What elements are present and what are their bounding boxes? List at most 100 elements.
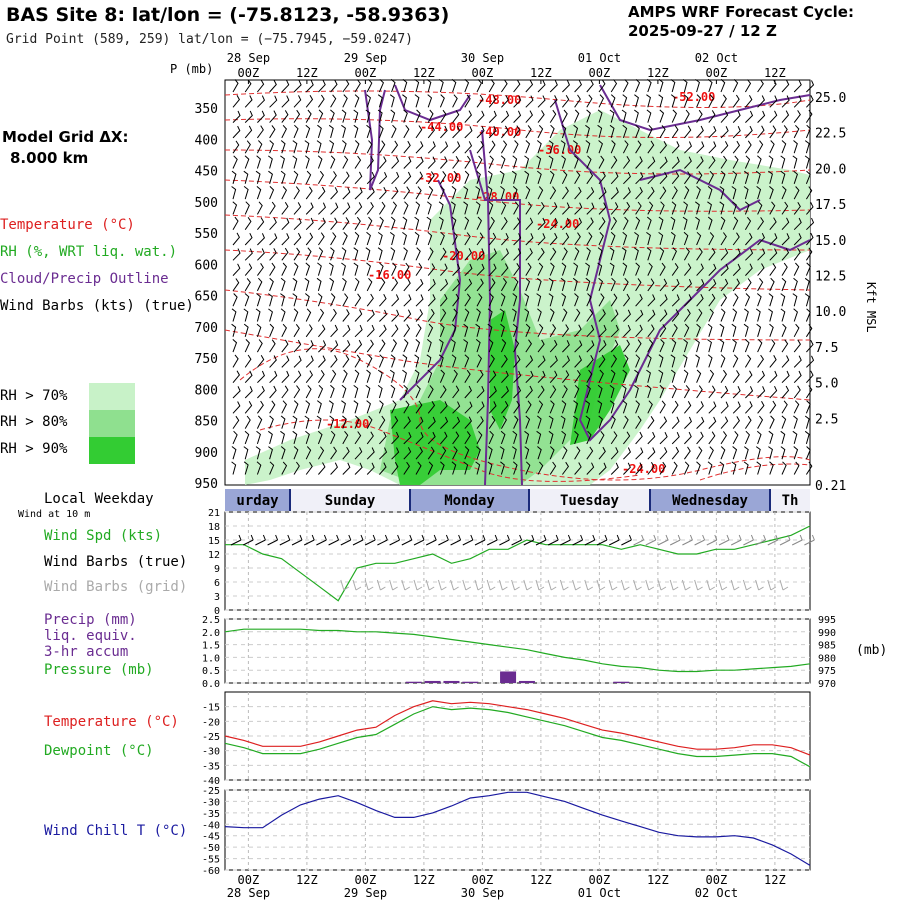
wind-barb — [549, 202, 558, 215]
wind-barb — [745, 386, 754, 399]
grid-wind-barb — [559, 579, 569, 591]
wind-barb — [793, 461, 800, 475]
wind-barb — [805, 385, 813, 399]
wind-barb — [562, 355, 570, 368]
wind-barb — [732, 140, 741, 154]
model-grid-label: Model Grid ΔX: — [2, 128, 129, 146]
wind-barb — [354, 339, 363, 353]
temperature-contour — [224, 118, 811, 138]
wind-barb — [257, 110, 265, 123]
wind-barb — [280, 140, 286, 154]
wind-barb — [488, 339, 494, 353]
wind-barb — [281, 110, 289, 123]
wind-barb — [610, 171, 619, 185]
wind-barb — [524, 155, 530, 169]
wind-barb — [317, 124, 322, 139]
wind-spd-label: Wind Spd (kts) — [44, 528, 163, 544]
wind-barb — [389, 369, 395, 383]
wind-barb — [720, 94, 727, 108]
wind-barb — [414, 94, 420, 108]
wind-barb — [586, 79, 594, 93]
wind-barb — [757, 386, 766, 399]
wind-barb — [732, 94, 740, 108]
wind-barb — [427, 323, 434, 338]
wind-barb — [732, 248, 741, 261]
wind-barb — [330, 446, 338, 460]
wind-barb — [292, 140, 298, 154]
wind-barb — [793, 400, 800, 414]
grid-wind-barb — [755, 579, 764, 591]
wind-barb — [305, 461, 313, 475]
wind-barb — [342, 293, 349, 307]
wind-barb — [341, 262, 346, 276]
wind-barb — [439, 385, 447, 399]
wind-barb — [720, 278, 729, 292]
wind-barb — [744, 201, 750, 215]
wind-chill-label: Wind Chill T (°C) — [44, 823, 188, 839]
wind-barb — [561, 247, 568, 261]
temperature-contour-label: -52.00 — [672, 90, 715, 104]
wind-barb — [537, 400, 544, 414]
wind-barb — [635, 462, 643, 475]
wind-barb — [525, 248, 533, 261]
wind-barb — [646, 109, 652, 123]
wind-barb — [500, 293, 506, 307]
wind-barb — [317, 155, 323, 169]
wind-barb — [549, 400, 555, 414]
top-hour-label: 00Z — [706, 66, 728, 80]
wind-barb — [805, 170, 811, 184]
grid-wind-barb — [633, 579, 642, 591]
windchill-tick: -50 — [202, 843, 220, 854]
wind-barb — [647, 156, 656, 169]
wind-barb — [561, 262, 567, 276]
wind-barb — [549, 232, 558, 246]
wind-barb — [427, 461, 434, 475]
wind-barb — [719, 461, 725, 475]
wind-barb — [500, 339, 507, 353]
wind-barb — [464, 94, 471, 108]
wind-barb — [427, 125, 436, 139]
wind-barb — [805, 186, 813, 200]
wind-barb — [562, 461, 570, 475]
wind-barb — [476, 126, 485, 139]
wind-barb — [476, 308, 481, 322]
wind-barb — [305, 94, 314, 108]
wind-barb — [330, 340, 339, 353]
wind-barb — [560, 415, 566, 429]
wind-barb — [451, 186, 457, 200]
pressure-tick-right: 980 — [818, 653, 836, 664]
top-date-label: 29 Sep — [344, 51, 387, 65]
wind-barb — [793, 95, 802, 108]
wind-barb — [647, 186, 655, 200]
wind-barb — [586, 202, 595, 215]
wind-barb — [293, 95, 302, 108]
wind-barb — [670, 94, 676, 108]
wind-barb — [708, 293, 716, 307]
wind-barb — [330, 293, 336, 307]
wind-barb — [342, 79, 350, 93]
wind-barb — [513, 248, 522, 261]
wind-barb — [525, 140, 531, 154]
weekday-label: urday — [236, 493, 279, 509]
wind-barb — [537, 370, 546, 384]
temperature-contour — [224, 149, 811, 175]
temp-tick: -40 — [202, 776, 220, 787]
wind-barb — [476, 78, 483, 93]
wind-barb — [330, 308, 337, 322]
wind-barb — [390, 216, 396, 230]
rh-key-90-swatch — [89, 437, 135, 464]
surface-wind-barb — [230, 534, 242, 546]
wind-barb — [635, 293, 643, 307]
wind-barb — [341, 384, 347, 399]
wind-barb — [793, 170, 798, 184]
wind-barb — [341, 247, 347, 261]
wind-barb — [610, 447, 619, 460]
wind-barb — [439, 171, 447, 185]
wind-barb — [586, 171, 594, 185]
wind-barb — [354, 94, 360, 108]
wind-barb — [574, 155, 579, 169]
wind-barb — [255, 308, 261, 322]
wind-barb — [647, 309, 656, 322]
wind-barb — [318, 462, 326, 475]
grid-wind-barb — [584, 579, 594, 591]
